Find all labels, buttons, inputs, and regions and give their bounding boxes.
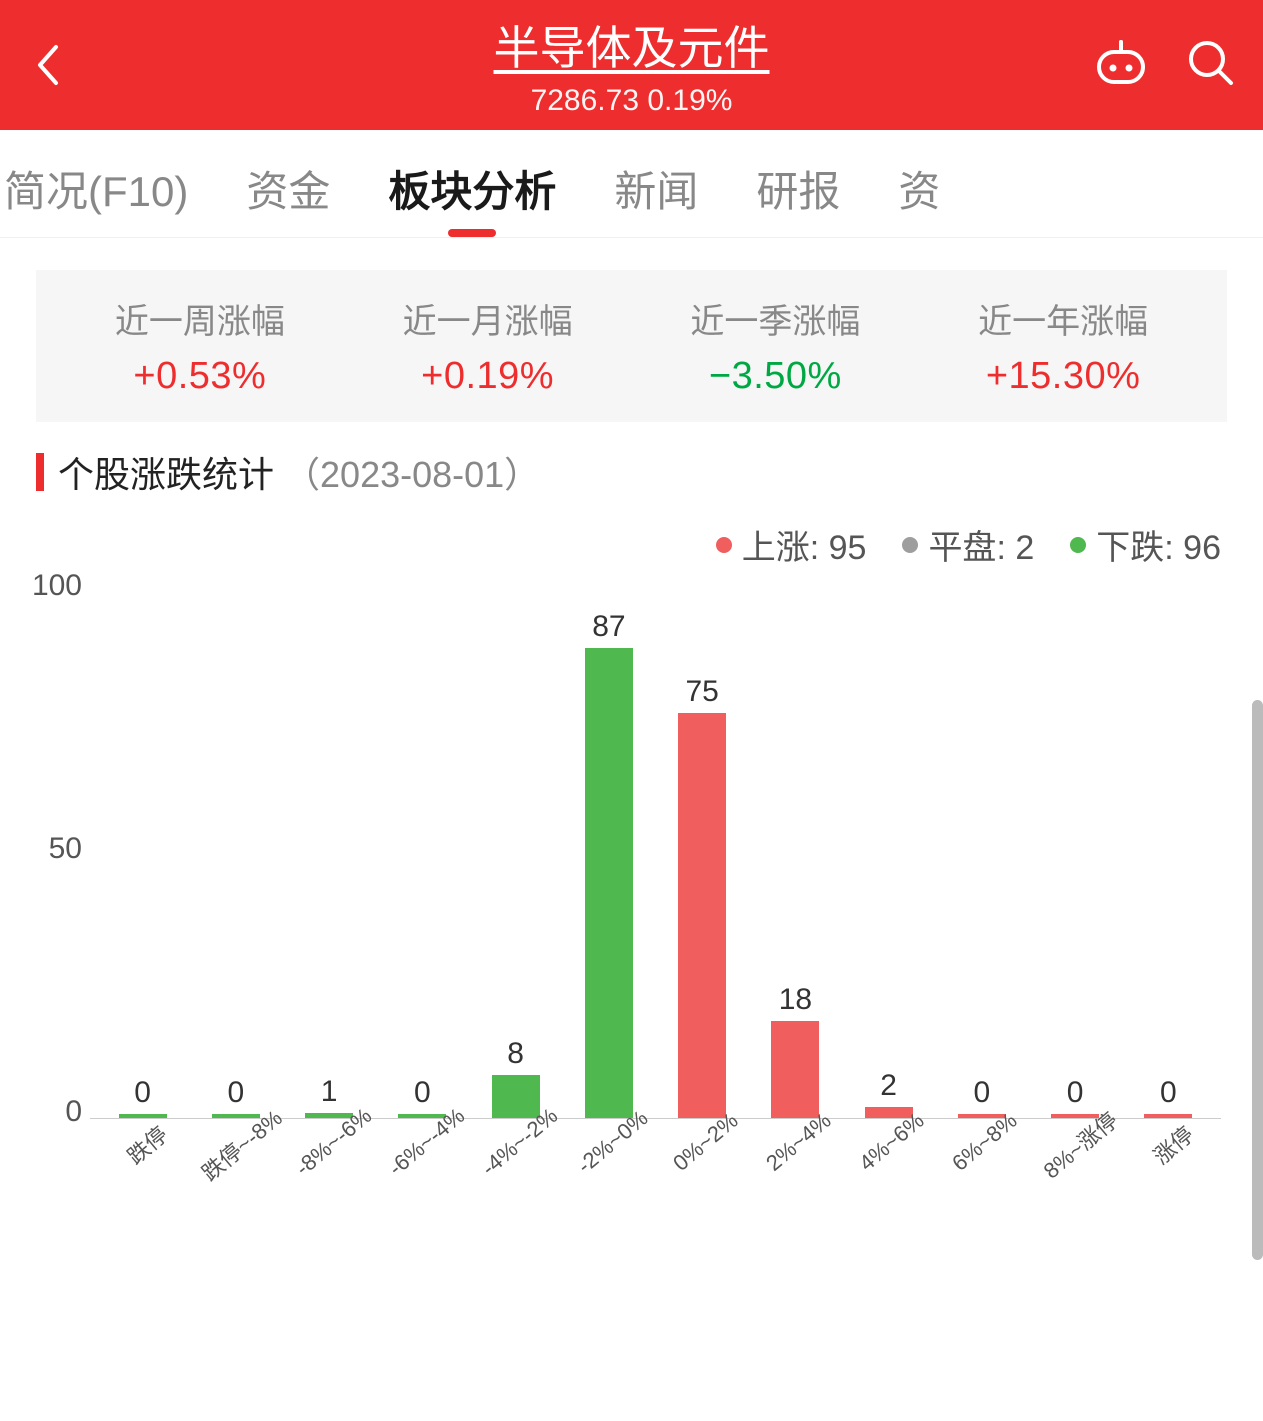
period-col: 近一季涨幅 −3.50% [632,294,920,398]
bar-value-label: 1 [321,1075,338,1109]
index-change: 0.19% [647,84,732,117]
index-value: 7286.73 [531,84,639,117]
tab-item[interactable]: 资金 [246,158,330,219]
bar [771,1021,819,1118]
back-button[interactable] [28,45,68,85]
period-col: 近一月涨幅 +0.19% [344,294,632,398]
section-title-text: 个股涨跌统计 （2023-08-01） [58,446,540,498]
dot-icon [716,537,732,553]
bar-wrap: 0 [376,579,469,1118]
legend-up: 上涨: 95 [716,520,867,569]
tab-item[interactable]: 研报 [756,158,840,219]
bar-chart: 100500 001088775182000 [90,579,1221,1119]
y-tick: 0 [65,1095,82,1129]
legend-up-text: 上涨: 95 [742,520,867,569]
bar-wrap: 2 [842,579,935,1118]
period-value: +15.30% [919,355,1207,398]
bar-wrap: 18 [749,579,842,1118]
scrollbar[interactable] [1252,700,1263,1260]
bar-value-label: 0 [1160,1076,1177,1110]
dot-icon [902,537,918,553]
bar-wrap: 8 [469,579,562,1118]
bar-value-label: 0 [134,1076,151,1110]
legend-down-text: 下跌: 96 [1096,520,1221,569]
bar-wrap: 0 [1029,579,1122,1118]
x-axis-labels: 跌停跌停~-8%-8%~-6%-6%~-4%-4%~-2%-2%~0%0%~2%… [90,1127,1221,1159]
title-block[interactable]: 半导体及元件 7286.73 0.19% [494,12,770,118]
period-label: 近一年涨幅 [919,294,1207,343]
period-summary: 近一周涨幅 +0.53%近一月涨幅 +0.19%近一季涨幅 −3.50% 近一年涨幅 +1… [36,270,1227,422]
bar-value-label: 2 [880,1069,897,1103]
bar-value-label: 75 [685,675,718,709]
bar-value-label: 87 [592,610,625,644]
period-value: +0.53% [56,355,344,398]
bar-wrap: 0 [935,579,1028,1118]
tab-item[interactable]: 新闻 [614,158,698,219]
bar-wrap: 0 [96,579,189,1118]
bar-value-label: 8 [507,1037,524,1071]
header-actions [1095,39,1235,92]
tabs-bar: 简况(F10) 资金板块分析新闻研报资 [0,130,1263,238]
legend-flat: 平盘: 2 [902,520,1034,569]
tab-item[interactable]: 资 [898,158,940,219]
bar-wrap: 75 [656,579,749,1118]
chart-plot: 0 0 1 0 8 87 75 18 2 0 0 0 [90,579,1221,1119]
bar-value-label: 0 [228,1076,245,1110]
bar-value-label: 0 [974,1076,991,1110]
y-tick: 100 [32,569,82,603]
tab-item[interactable]: 简况(F10) [4,158,188,219]
tab-item[interactable]: 板块分析 [388,158,556,219]
period-label: 近一季涨幅 [632,294,920,343]
period-value: +0.19% [344,355,632,398]
period-col: 近一年涨幅 +15.30% [919,294,1207,398]
bar-value-label: 0 [414,1076,431,1110]
bar-value-label: 0 [1067,1076,1084,1110]
period-label: 近一周涨幅 [56,294,344,343]
search-icon [1187,39,1235,87]
section-header: 个股涨跌统计 （2023-08-01） [36,446,1227,498]
period-col: 近一周涨幅 +0.53% [56,294,344,398]
page-subtitle: 7286.73 0.19% [494,84,770,118]
page-title: 半导体及元件 [494,12,770,78]
chart-legend: 上涨: 95 平盘: 2 下跌: 96 [0,520,1221,569]
assistant-button[interactable] [1095,40,1147,91]
bar [678,713,726,1118]
search-button[interactable] [1187,39,1235,92]
section-accent-bar [36,453,44,491]
period-label: 近一月涨幅 [344,294,632,343]
chevron-left-icon [34,43,62,87]
bar [585,648,633,1118]
bar-wrap: 0 [1122,579,1215,1118]
bar-wrap: 87 [562,579,655,1118]
bar-wrap: 0 [189,579,282,1118]
period-value: −3.50% [632,355,920,398]
bar-value-label: 18 [779,983,812,1017]
bar [492,1075,540,1118]
legend-down: 下跌: 96 [1070,520,1221,569]
section-title-label: 个股涨跌统计 [58,454,274,495]
y-tick: 50 [49,832,82,866]
dot-icon [1070,537,1086,553]
legend-flat-text: 平盘: 2 [928,520,1034,569]
robot-icon [1095,40,1147,86]
bar-wrap: 1 [283,579,376,1118]
section-date: （2023-08-01） [284,454,540,495]
app-header: 半导体及元件 7286.73 0.19% [0,0,1263,130]
y-axis: 100500 [26,579,86,1119]
